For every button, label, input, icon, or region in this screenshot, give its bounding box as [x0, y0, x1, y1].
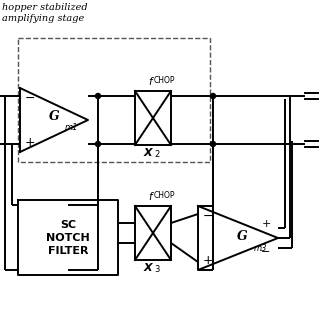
Text: −: − [25, 92, 35, 105]
Text: m3: m3 [254, 244, 268, 253]
Circle shape [95, 141, 100, 147]
Text: +: + [261, 219, 271, 229]
Text: 2: 2 [154, 150, 159, 159]
Text: 3: 3 [154, 265, 159, 274]
Text: f: f [148, 192, 152, 202]
Text: G: G [237, 229, 247, 243]
Circle shape [95, 93, 100, 99]
Text: −: − [261, 247, 271, 257]
Text: −: − [203, 210, 213, 222]
Text: f: f [148, 77, 152, 87]
Text: CHOP: CHOP [154, 76, 175, 85]
Text: +: + [203, 253, 213, 267]
Circle shape [211, 141, 215, 147]
Text: SC: SC [60, 220, 76, 229]
Bar [18, 38, 210, 162]
Text: X: X [143, 263, 152, 273]
Text: FILTER: FILTER [48, 245, 88, 255]
Text: NOTCH: NOTCH [46, 233, 90, 243]
Text: X: X [143, 148, 152, 158]
Text: hopper stabilized
amplifying stage: hopper stabilized amplifying stage [2, 3, 88, 23]
Text: +: + [25, 135, 35, 148]
Text: G: G [49, 109, 59, 123]
Text: m1: m1 [65, 123, 78, 132]
Circle shape [211, 93, 215, 99]
Text: CHOP: CHOP [154, 191, 175, 200]
